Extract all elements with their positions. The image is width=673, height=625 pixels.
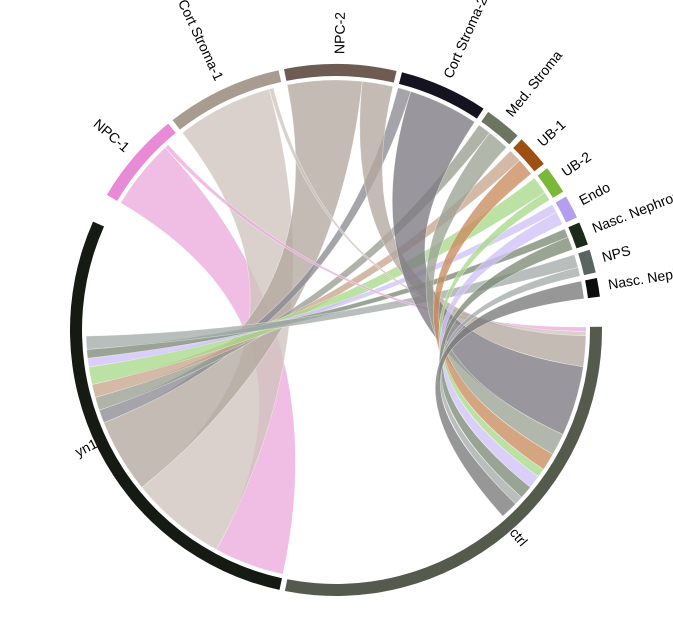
sector-arc-endo (555, 196, 577, 223)
sector-label-ub-1: UB-1 (534, 116, 569, 149)
link-ctrl-to-nasc-nephron-2 (435, 280, 585, 517)
sector-label-endo: Endo (576, 179, 613, 208)
chord-sectors (70, 64, 602, 596)
sector-arc-npc-1 (106, 123, 176, 201)
link-ctrl-to-nps (438, 267, 581, 505)
sector-label-npc-2: NPC-2 (331, 12, 348, 54)
sector-arc-npc-2 (284, 64, 397, 83)
sector-arc-nps (578, 249, 596, 276)
sector-label-cort-stroma-1: Cort Stroma-1 (175, 0, 227, 83)
sector-label-ub-2: UB-2 (559, 148, 595, 179)
sector-arc-ub-2 (537, 168, 564, 198)
sector-arc-cort-stroma-1 (172, 70, 282, 130)
chord-links (85, 79, 587, 575)
sector-label-med-stroma: Med. Stroma (502, 47, 565, 120)
sector-label-cort-stroma-2: Cort Stroma-2 (440, 0, 490, 81)
sector-label-nasc-nephron-2: Nasc. Nephron-2 (607, 259, 673, 292)
sector-arc-med-stroma (481, 111, 518, 145)
link-yn1-to-nps (85, 254, 579, 350)
link-ctrl-to-endo (439, 211, 563, 488)
sector-label-nps: NPS (600, 242, 632, 265)
sector-arc-nasc-nephron-2 (585, 278, 600, 299)
sector-arc-cort-stroma-2 (398, 72, 484, 119)
link-ctrl-to-nasc-nephron-1 (438, 236, 574, 498)
sector-arc-ub-1 (513, 139, 544, 172)
sector-arc-nasc-nephron-1 (568, 222, 588, 249)
sector-arc-yn1 (70, 221, 283, 590)
sector-label-npc-1: NPC-1 (91, 116, 133, 156)
